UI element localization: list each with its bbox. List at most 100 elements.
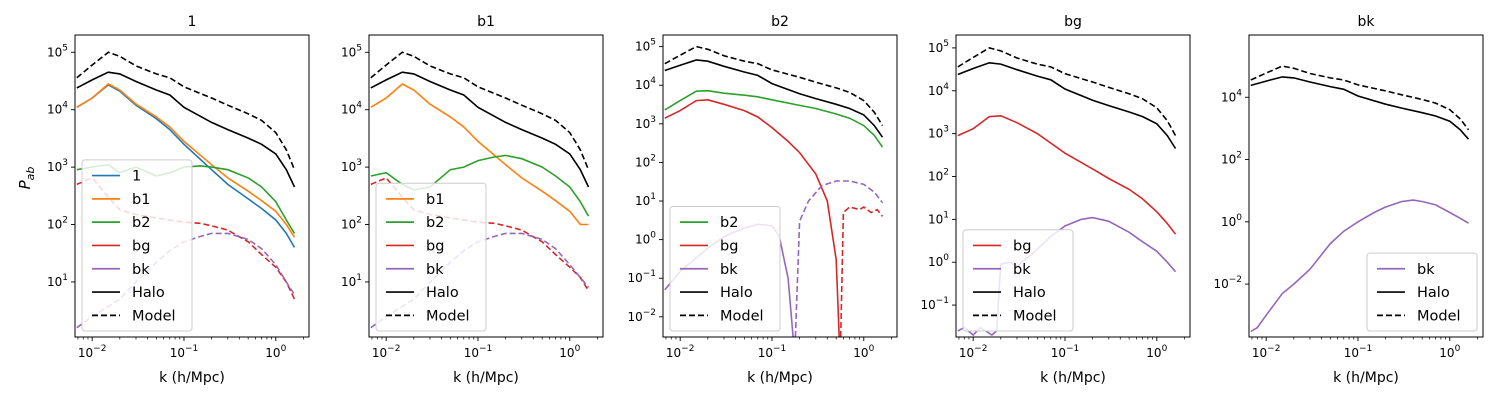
y-axis-label-main: P xyxy=(16,179,34,189)
legend: bg bk Halo Model xyxy=(962,229,1074,332)
legend-label: b1 xyxy=(132,192,150,208)
legend-label: Model xyxy=(1013,308,1057,324)
series-line-model xyxy=(76,51,296,171)
legend-label: Halo xyxy=(1417,285,1450,301)
panel-title: b2 xyxy=(771,14,789,30)
legend-label: Halo xyxy=(426,285,459,301)
x-tick-label: 10−1 xyxy=(1051,344,1080,360)
y-tick-label: 103 xyxy=(928,125,949,141)
x-axis-label: k (h/Mpc) xyxy=(747,370,813,386)
x-tick-label: 100 xyxy=(265,344,286,360)
y-tick-label: 104 xyxy=(47,101,68,117)
axes-frame xyxy=(662,34,898,338)
panel-title: bg xyxy=(1064,14,1082,30)
y-tick-label: 105 xyxy=(341,43,362,59)
x-axis-label: k (h/Mpc) xyxy=(1040,370,1106,386)
panel-title: b1 xyxy=(477,14,495,30)
legend-label: bk xyxy=(720,262,738,278)
y-tick-label: 100 xyxy=(1221,213,1242,229)
legend: bk Halo Model xyxy=(1366,252,1478,332)
panel-4: 10−2 10−1 100 10−2 100 102 104 bk k (h/Mpc) bk Hal… xyxy=(1213,14,1484,386)
y-tick-label: 102 xyxy=(1221,151,1242,167)
series-line-bk xyxy=(794,180,884,337)
legend-label: Model xyxy=(426,308,470,324)
legend-label: Halo xyxy=(132,285,165,301)
series-line-halo xyxy=(370,71,590,188)
panel-2: 10−2 10−1 100 10−2 10−1 100 101 102 103 104 105 b2 k… xyxy=(627,14,898,386)
panel-0: 10−2 10−1 100 101 102 103 104 105 1 k (h/Mpc) 1 b1 b… xyxy=(47,14,310,386)
y-tick-label: 104 xyxy=(928,82,949,98)
panel-title: 1 xyxy=(188,14,197,30)
y-tick-label: 10−2 xyxy=(627,308,656,324)
y-tick-label: 103 xyxy=(47,158,68,174)
series-line-bg xyxy=(839,206,884,337)
legend-label: bk xyxy=(1013,262,1031,278)
legend: 1 b1 b2 bg bk Halo Model xyxy=(81,159,193,332)
legend-box xyxy=(962,229,1074,332)
series-line-b1 xyxy=(76,83,296,238)
x-tick-label: 10−1 xyxy=(170,344,199,360)
x-tick-label: 100 xyxy=(1439,344,1460,360)
series-line-model xyxy=(1250,65,1470,131)
x-axis-label: k (h/Mpc) xyxy=(453,370,519,386)
x-tick-label: 10−2 xyxy=(1252,344,1281,360)
legend-label: bg xyxy=(720,238,738,254)
x-tick-label: 10−2 xyxy=(372,344,401,360)
x-tick-label: 10−2 xyxy=(666,344,695,360)
y-tick-label: 101 xyxy=(635,192,656,208)
y-tick-label: 105 xyxy=(635,38,656,54)
y-tick-label: 10−1 xyxy=(920,296,949,312)
series-line-model xyxy=(957,47,1177,136)
y-tick-label: 10−2 xyxy=(1213,275,1242,291)
x-tick-label: 10−2 xyxy=(78,344,107,360)
y-tick-label: 102 xyxy=(928,167,949,183)
series-line-model xyxy=(370,51,590,171)
y-tick-label: 101 xyxy=(928,210,949,226)
legend-label: bk xyxy=(426,262,444,278)
axes-frame xyxy=(1248,34,1484,338)
y-tick-label: 105 xyxy=(928,39,949,55)
legend-label: bg xyxy=(132,238,150,254)
legend-label: bk xyxy=(1417,262,1435,278)
series-line-halo xyxy=(957,61,1177,149)
y-tick-label: 100 xyxy=(928,253,949,269)
y-tick-label: 102 xyxy=(341,216,362,232)
y-tick-label: 101 xyxy=(341,273,362,289)
legend-label: Model xyxy=(720,308,764,324)
x-tick-label: 10−2 xyxy=(959,344,988,360)
legend-box xyxy=(669,206,781,332)
series-line-halo xyxy=(664,59,884,138)
legend-label: Model xyxy=(1417,308,1461,324)
legend-label: b2 xyxy=(132,215,150,231)
legend-label: b2 xyxy=(720,215,738,231)
legend-label: Halo xyxy=(1013,285,1046,301)
panel-title: bk xyxy=(1358,14,1376,30)
x-tick-label: 100 xyxy=(853,344,874,360)
y-tick-label: 102 xyxy=(47,216,68,232)
x-tick-label: 10−1 xyxy=(464,344,493,360)
legend-label: 1 xyxy=(132,169,141,185)
y-tick-label: 100 xyxy=(635,231,656,247)
axes-frame xyxy=(74,34,310,338)
panel-3: 10−2 10−1 100 10−1 100 101 102 103 104 105 bg k (h/… xyxy=(920,14,1191,386)
legend-label: b2 xyxy=(426,215,444,231)
series-line-model xyxy=(664,45,884,127)
series-line-halo xyxy=(76,71,296,188)
x-tick-label: 10−1 xyxy=(1344,344,1373,360)
x-tick-label: 10−1 xyxy=(758,344,787,360)
series-line-bg xyxy=(957,114,1177,235)
axes-frame xyxy=(368,34,604,338)
series-line-halo xyxy=(1250,76,1470,140)
x-axis-label: k (h/Mpc) xyxy=(159,370,225,386)
y-tick-label: 103 xyxy=(635,115,656,131)
y-tick-label: 104 xyxy=(1221,88,1242,104)
y-tick-label: 10−1 xyxy=(627,269,656,285)
y-tick-label: 105 xyxy=(47,43,68,59)
y-tick-label: 104 xyxy=(341,101,362,117)
y-tick-label: 102 xyxy=(635,153,656,169)
series-line-bk xyxy=(1250,199,1469,333)
series-line-b1 xyxy=(370,83,589,226)
axes-frame xyxy=(955,34,1191,338)
